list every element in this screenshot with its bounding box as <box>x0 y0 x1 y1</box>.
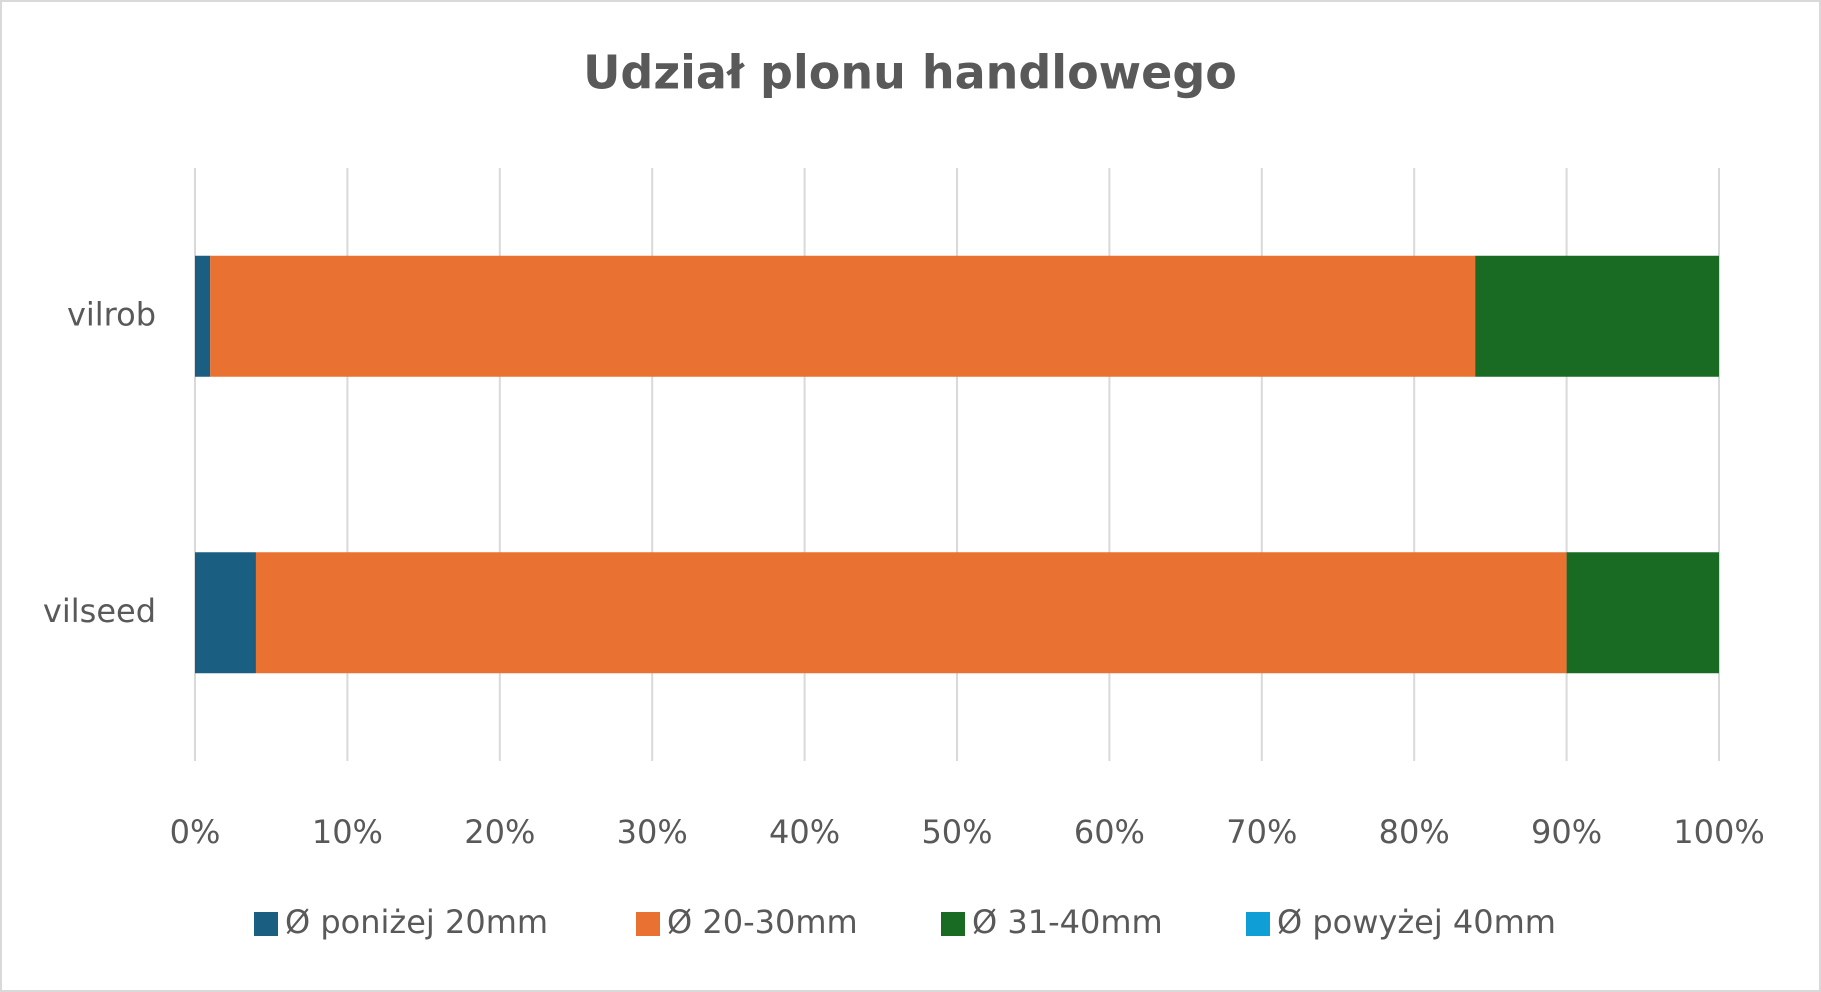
x-tick-label: 30% <box>617 813 688 851</box>
legend-label: Ø poniżej 20mm <box>285 903 548 941</box>
x-tick-label: 20% <box>464 813 535 851</box>
bar-segment <box>1475 255 1719 377</box>
x-tick-label: 50% <box>921 813 992 851</box>
legend-swatch <box>1246 912 1270 936</box>
x-tick-label: 10% <box>312 813 383 851</box>
legend-swatch <box>941 912 965 936</box>
bar-segment <box>255 552 1567 674</box>
bar-segment <box>1566 552 1719 674</box>
y-tick-label: vilseed <box>43 592 156 630</box>
x-tick-label: 100% <box>1673 813 1764 851</box>
legend-label: Ø 31-40mm <box>972 903 1163 941</box>
legend-swatch <box>636 912 660 936</box>
legend-label: Ø 20-30mm <box>667 903 858 941</box>
bar-segment <box>210 255 1476 377</box>
bar-segment <box>195 552 256 674</box>
x-tick-label: 70% <box>1226 813 1297 851</box>
x-tick-label: 90% <box>1531 813 1602 851</box>
x-tick-label: 40% <box>769 813 840 851</box>
chart-title: Udział plonu handlowego <box>583 46 1237 100</box>
x-tick-label: 60% <box>1074 813 1145 851</box>
y-tick-label: vilrob <box>67 295 156 333</box>
legend-swatch <box>254 912 278 936</box>
x-tick-label: 80% <box>1379 813 1450 851</box>
bar-segment <box>195 255 211 377</box>
x-tick-label: 0% <box>170 813 221 851</box>
legend-label: Ø powyżej 40mm <box>1277 903 1556 941</box>
